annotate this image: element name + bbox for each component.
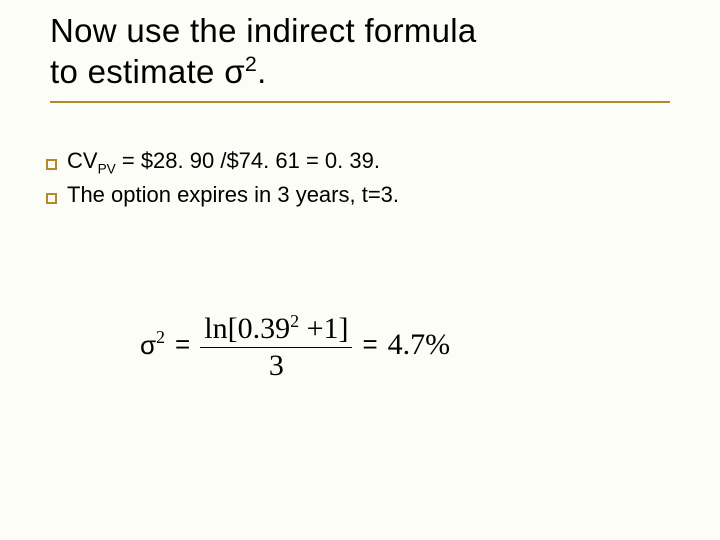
slide: Now use the indirect formula to estimate… <box>0 0 720 540</box>
title-line1: Now use the indirect formula <box>50 12 477 49</box>
list-item: CVPV = $28. 90 /$74. 61 = 0. 39. <box>46 145 680 179</box>
sigma-exponent: 2 <box>156 327 165 347</box>
cv-subscript: PV <box>98 161 116 176</box>
bullet-text: The option expires in 3 years, t=3. <box>67 179 399 211</box>
num-base: 0.39 <box>238 312 291 345</box>
fraction: ln[0.392 +1] 3 <box>200 312 352 381</box>
fraction-denominator: 3 <box>200 347 352 382</box>
title-line2-suffix: . <box>257 53 266 90</box>
title-sigma: σ <box>224 53 245 90</box>
equals-sign: = <box>171 329 194 360</box>
title-exponent: 2 <box>245 52 257 76</box>
sigma-symbol: σ <box>140 330 156 360</box>
num-prefix: ln[ <box>204 312 237 345</box>
fraction-numerator: ln[0.392 +1] <box>200 312 352 347</box>
formula-lhs: σ2 <box>140 327 165 362</box>
num-exponent: 2 <box>290 311 299 331</box>
list-item: The option expires in 3 years, t=3. <box>46 179 680 211</box>
title-underline <box>50 101 670 103</box>
cv-prefix: CV <box>67 148 98 173</box>
bullet-list: CVPV = $28. 90 /$74. 61 = 0. 39. The opt… <box>40 145 680 211</box>
sigma-squared-formula: σ2 = ln[0.392 +1] 3 = 4.7% <box>140 310 450 379</box>
bullet-square-icon <box>46 193 57 204</box>
title-block: Now use the indirect formula to estimate… <box>40 10 680 103</box>
bullet-square-icon <box>46 159 57 170</box>
num-suffix: +1] <box>299 312 348 345</box>
formula-result: 4.7% <box>388 328 451 362</box>
slide-title: Now use the indirect formula to estimate… <box>50 10 670 93</box>
cv-rest: = $28. 90 /$74. 61 = 0. 39. <box>116 148 380 173</box>
bullet-text: CVPV = $28. 90 /$74. 61 = 0. 39. <box>67 145 380 179</box>
title-line2-prefix: to estimate <box>50 53 224 90</box>
equals-sign: = <box>358 329 381 360</box>
